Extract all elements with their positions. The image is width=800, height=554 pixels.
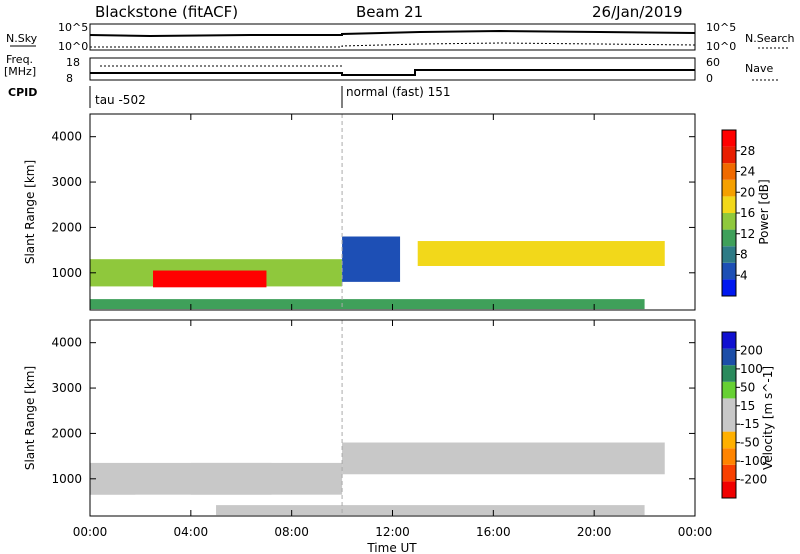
power-colorbar-label: Power [dB] xyxy=(757,179,771,244)
nave-tick-low: 0 xyxy=(706,72,713,85)
nsearch-trace xyxy=(90,42,696,48)
freq-tick-low: 8 xyxy=(66,72,73,85)
power-colorbar-tick-label: 12 xyxy=(740,227,755,241)
x-tick-label: 08:00 xyxy=(274,525,309,539)
noise-tick-high-left: 10^5 xyxy=(58,21,88,34)
velocity-colorbar-swatch xyxy=(722,348,736,366)
velocity-colorbar-swatch xyxy=(722,415,736,432)
power-colorbar-swatch xyxy=(722,229,736,247)
velocity-colorbar-swatch xyxy=(722,398,736,415)
velocity-region-2 xyxy=(90,471,136,495)
velocity-colorbar-label: Velocity [m s^-1] xyxy=(761,366,775,470)
cpid-row: CPID tau -502 normal (fast) 151 xyxy=(8,85,450,108)
velocity-colorbar-tick-label: -100 xyxy=(740,454,767,468)
power-colorbar-swatch xyxy=(722,246,736,263)
velocity-colorbar-tick-label: 100 xyxy=(740,362,763,376)
velocity-colorbar-swatch xyxy=(722,448,736,465)
x-tick-label: 16:00 xyxy=(476,525,511,539)
power-colorbar: 4 8 12 16 20 24 28 xyxy=(721,129,755,297)
power-region-5 xyxy=(90,299,645,310)
velocity-colorbar-swatch xyxy=(722,332,736,349)
velocity-colorbar-swatch xyxy=(722,381,736,399)
power-region-3 xyxy=(342,236,401,282)
velocity-colorbar-frame xyxy=(721,331,737,499)
power-colorbar-tick-label: 4 xyxy=(740,268,748,282)
y-tick-label: 3000 xyxy=(51,381,82,395)
x-axis-label: Time UT xyxy=(366,541,417,554)
noise-tick-high-right: 10^5 xyxy=(706,21,736,34)
nave-tick-high: 60 xyxy=(706,56,720,69)
power-panel xyxy=(89,113,696,311)
freq-label: Freq. xyxy=(6,53,33,66)
freq-trace xyxy=(90,69,695,76)
x-tick-label: 20:00 xyxy=(577,525,612,539)
y-tick-label: 4000 xyxy=(51,336,82,350)
power-colorbar-swatch xyxy=(722,146,736,164)
velocity-data xyxy=(90,320,665,516)
power-ylabel: Slant Range [km] xyxy=(23,160,37,264)
date-title: 26/Jan/2019 xyxy=(592,3,683,21)
power-colorbar-swatch xyxy=(722,130,736,147)
power-colorbar-tick-label: 8 xyxy=(740,248,748,262)
x-tick-label: 00:00 xyxy=(678,525,713,539)
x-tick-label: 12:00 xyxy=(375,525,410,539)
power-data xyxy=(90,114,665,310)
power-region-2 xyxy=(153,270,267,288)
velocity-colorbar-swatch xyxy=(722,365,736,382)
power-colorbar-tick-label: 16 xyxy=(740,206,755,220)
power-colorbar-tick-label: 28 xyxy=(740,144,755,158)
power-colorbar-swatch xyxy=(722,179,736,197)
velocity-region-3 xyxy=(190,462,272,495)
power-colorbar-swatch xyxy=(722,262,736,280)
power-colorbar-swatch xyxy=(722,163,736,180)
y-tick-label: 3000 xyxy=(51,175,82,189)
power-colorbar-tick-label: 24 xyxy=(740,165,755,179)
y-tick-label: 1000 xyxy=(51,266,82,280)
noise-tick-low-right: 10^0 xyxy=(706,40,736,53)
velocity-colorbar-tick-label: 200 xyxy=(740,343,763,357)
velocity-colorbar-swatch xyxy=(722,464,736,482)
power-colorbar-swatch xyxy=(722,279,736,296)
y-tick-label: 2000 xyxy=(51,220,82,234)
nave-label: Nave xyxy=(745,62,773,75)
y-tick-label: 1000 xyxy=(51,472,82,486)
velocity-colorbar-tick-label: 15 xyxy=(740,399,755,413)
velocity-colorbar: -200 -100 -50 -15 15 50 100 200 xyxy=(721,331,767,499)
x-tick-label: 04:00 xyxy=(174,525,209,539)
cpid-label: CPID xyxy=(8,86,37,99)
velocity-panel xyxy=(89,319,696,517)
axis-ticks: 00:00 04:00 08:00 12:00 16:00 20:00 00:00 1000 2… xyxy=(51,114,712,539)
power-colorbar-tick-label: 20 xyxy=(740,185,755,199)
freq-tick-high: 18 xyxy=(66,56,80,69)
power-colorbar-swatch xyxy=(722,213,736,230)
nsky-label: N.Sky xyxy=(6,32,38,45)
x-tick-label: 00:00 xyxy=(73,525,108,539)
y-tick-label: 2000 xyxy=(51,426,82,440)
y-tick-label: 4000 xyxy=(51,130,82,144)
velocity-colorbar-tick-label: 50 xyxy=(740,380,755,394)
nsearch-label: N.Search xyxy=(745,32,795,45)
station-title: Blackstone (fitACF) xyxy=(95,3,238,21)
velocity-colorbar-swatch xyxy=(722,431,736,449)
velocity-colorbar-tick-label: -200 xyxy=(740,473,767,487)
velocity-region-5 xyxy=(216,505,645,516)
velocity-colorbar-tick-label: -50 xyxy=(740,436,760,450)
velocity-ylabel: Slant Range [km] xyxy=(23,366,37,470)
velocity-region-4 xyxy=(342,442,665,475)
cpid-segment-1: tau -502 xyxy=(95,93,146,107)
power-region-4 xyxy=(417,241,665,266)
noise-tick-low-left: 10^0 xyxy=(58,40,88,53)
nsky-trace xyxy=(89,29,696,38)
cpid-segment-2: normal (fast) 151 xyxy=(346,85,450,99)
power-colorbar-swatch xyxy=(722,196,736,213)
freq-panel: Freq. [MHz] 18 8 60 0 Nave xyxy=(4,53,780,85)
velocity-colorbar-swatch xyxy=(722,481,736,498)
freq-unit: [MHz] xyxy=(4,65,36,78)
velocity-colorbar-tick-label: -15 xyxy=(740,417,760,431)
beam-title: Beam 21 xyxy=(356,3,423,21)
noise-panel: N.Sky 10^5 10^0 10^5 10^0 N.Search xyxy=(6,21,795,53)
